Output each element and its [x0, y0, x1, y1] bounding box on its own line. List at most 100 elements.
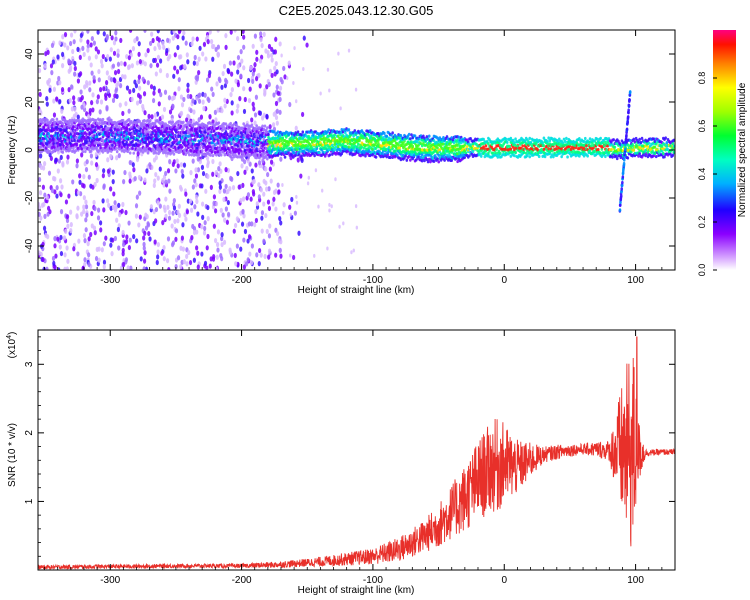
noise-cell: [191, 158, 195, 164]
noise-cell: [61, 162, 65, 168]
track-cell: [217, 121, 221, 125]
track-cell: [294, 153, 297, 157]
track-cell: [560, 155, 563, 159]
noise-cell: [45, 101, 49, 107]
noise-cell: [154, 206, 159, 213]
track-cell: [458, 138, 462, 142]
track-cell: [436, 157, 439, 161]
noise-cell: [101, 198, 105, 204]
noise-cell: [265, 113, 269, 119]
noise-cell: [77, 238, 81, 244]
noise-cell: [242, 86, 246, 92]
noise-cell: [97, 77, 101, 83]
noise-cell: [38, 162, 41, 168]
track-cell: [80, 138, 84, 142]
noise-cell: [268, 223, 272, 229]
noise-cell: [235, 216, 239, 222]
noise-cell: [161, 220, 165, 226]
noise-cell: [63, 32, 68, 38]
noise-cell: [149, 84, 154, 90]
track-cell: [141, 150, 145, 154]
track-cell: [383, 131, 386, 135]
track-cell: [205, 124, 209, 128]
track-cell: [469, 136, 472, 141]
noise-cell: [271, 201, 275, 207]
noise-cell: [246, 238, 250, 244]
noise-cell: [220, 232, 224, 238]
track-cell: [442, 155, 445, 159]
noise-cell: [236, 69, 240, 75]
noise-cell: [79, 97, 83, 103]
noise-cell: [96, 215, 101, 221]
track-cell: [167, 130, 171, 134]
noise-cell: [111, 179, 115, 185]
noise-cell: [214, 117, 218, 123]
noise-cell: [302, 35, 306, 41]
noise-cell: [192, 225, 197, 232]
noise-cell: [259, 252, 263, 258]
noise-cell: [42, 201, 46, 207]
noise-cell: [57, 75, 61, 82]
track-cell: [398, 136, 402, 140]
track-cell: [59, 143, 62, 147]
noise-cell: [156, 200, 160, 206]
track-cell: [132, 151, 136, 155]
noise-cell: [257, 160, 262, 166]
track-cell: [108, 137, 112, 141]
noise-cell: [48, 87, 52, 93]
track-cell: [385, 155, 389, 159]
noise-cell: [143, 230, 147, 236]
noise-cell: [142, 258, 147, 264]
noise-cell: [199, 114, 204, 120]
track-cell: [282, 147, 286, 151]
noise-cell: [326, 246, 329, 251]
track-cell: [253, 144, 256, 148]
noise-cell: [57, 158, 62, 164]
track-cell: [561, 141, 565, 145]
track-cell: [121, 118, 125, 123]
noise-cell: [110, 251, 114, 257]
noise-cell: [147, 113, 151, 119]
noise-cell: [185, 117, 189, 123]
noise-cell: [249, 260, 254, 266]
track-cell: [131, 132, 134, 136]
noise-cell: [78, 54, 82, 60]
track-cell: [115, 150, 119, 154]
track-cell: [100, 125, 104, 129]
noise-cell: [135, 194, 139, 200]
noise-cell: [117, 202, 121, 208]
track-cell: [122, 134, 126, 138]
noise-cell: [191, 184, 195, 190]
noise-cell: [162, 106, 167, 113]
noise-cell: [244, 261, 249, 267]
noise-cell: [326, 67, 330, 72]
noise-cell: [38, 211, 41, 217]
track-cell: [237, 151, 241, 155]
noise-cell: [97, 68, 101, 75]
noise-cell: [149, 63, 153, 69]
noise-cell: [137, 174, 142, 181]
noise-cell: [253, 62, 257, 68]
noise-cell: [59, 234, 63, 241]
track-cell: [420, 144, 424, 148]
noise-cell: [265, 228, 269, 235]
noise-cell: [195, 245, 199, 251]
noise-cell: [42, 225, 47, 231]
track-cell: [99, 128, 102, 132]
track-cell: [243, 148, 247, 152]
noise-cell: [84, 217, 88, 223]
track-cell: [43, 120, 47, 124]
noise-cell: [188, 198, 193, 204]
track-cell: [46, 128, 49, 132]
noise-cell: [168, 109, 173, 115]
noise-cell: [264, 180, 268, 186]
track-cell: [229, 155, 232, 159]
noise-cell: [53, 189, 57, 195]
noise-cell: [226, 199, 230, 206]
track-cell: [501, 144, 504, 148]
track-cell: [127, 147, 131, 151]
track-cell: [528, 136, 532, 140]
noise-cell: [59, 209, 64, 215]
noise-cell: [290, 196, 294, 203]
noise-cell: [338, 224, 341, 229]
